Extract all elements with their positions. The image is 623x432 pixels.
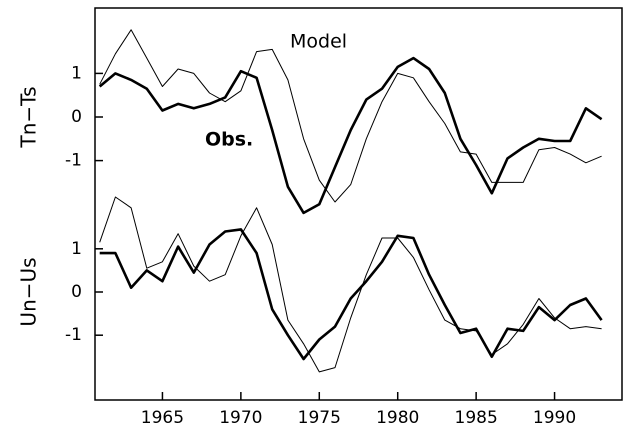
y-tick-label: 0: [71, 282, 82, 302]
y-tick-label: 1: [71, 239, 82, 259]
x-tick-label: 1990: [533, 408, 576, 428]
x-tick-label: 1980: [376, 408, 419, 428]
x-tick-label: 1985: [455, 408, 498, 428]
x-tick-label: 1975: [298, 408, 341, 428]
x-tick-label: 1970: [219, 408, 262, 428]
y-axis-label: Un−Us: [17, 257, 41, 326]
y-tick-label: -1: [65, 325, 82, 345]
plot-frame: [94, 7, 623, 401]
annotation: Obs.: [205, 129, 253, 151]
series-line: [98, 56, 603, 215]
series-line: [99, 196, 602, 373]
y-tick-label: 0: [71, 107, 82, 127]
annotation: Model: [290, 31, 347, 53]
y-tick-label: -1: [65, 151, 82, 171]
plot-area: [98, 29, 603, 373]
y-tick-label: 1: [71, 63, 82, 83]
series-line: [99, 29, 602, 203]
series-line: [99, 228, 603, 361]
x-tick-label: 1965: [141, 408, 184, 428]
y-axis-label: Tn−Ts: [17, 87, 41, 149]
